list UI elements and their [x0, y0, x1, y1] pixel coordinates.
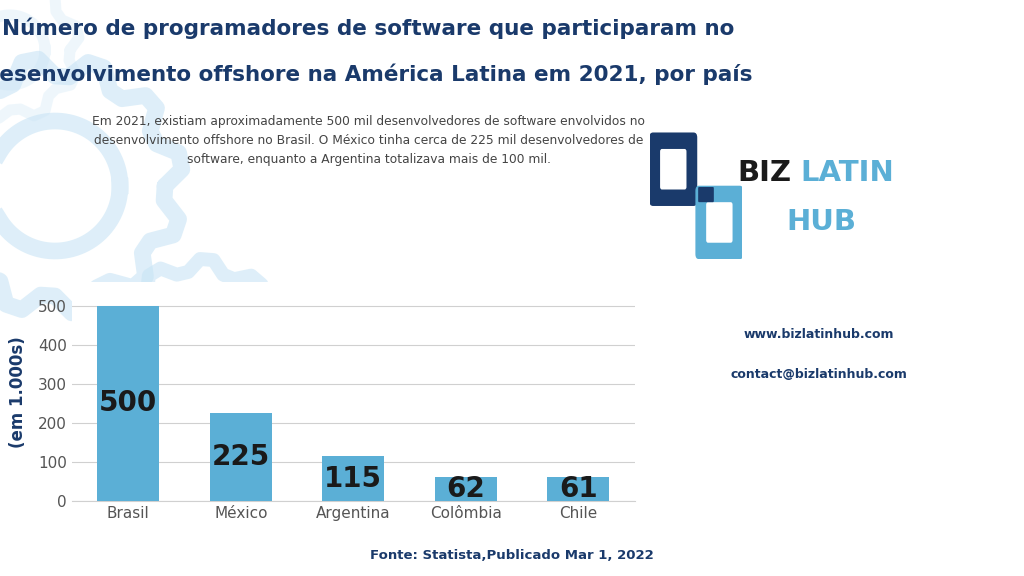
Text: 61: 61 — [559, 475, 598, 503]
FancyBboxPatch shape — [707, 202, 732, 242]
Text: 500: 500 — [99, 389, 158, 418]
FancyBboxPatch shape — [695, 185, 743, 259]
Y-axis label: (em 1.000s): (em 1.000s) — [9, 336, 27, 448]
Text: BIZ: BIZ — [737, 159, 792, 187]
Text: 115: 115 — [325, 465, 382, 492]
Bar — [97, 306, 159, 501]
Text: LATIN: LATIN — [801, 159, 895, 187]
Bar — [548, 478, 609, 501]
Text: 225: 225 — [212, 443, 270, 471]
Text: desenvolvimento offshore na América Latina em 2021, por país: desenvolvimento offshore na América Lati… — [0, 63, 753, 85]
Text: www.bizlatinhub.com: www.bizlatinhub.com — [744, 328, 894, 340]
FancyBboxPatch shape — [649, 132, 697, 206]
Text: 62: 62 — [446, 475, 485, 503]
Bar — [323, 456, 384, 501]
Text: Número de programadores de software que participaram no: Número de programadores de software que … — [2, 17, 735, 39]
Text: contact@bizlatinhub.com: contact@bizlatinhub.com — [731, 368, 907, 381]
Bar — [210, 413, 271, 501]
FancyBboxPatch shape — [698, 187, 714, 202]
Text: Fonte: Statista,Publicado Mar 1, 2022: Fonte: Statista,Publicado Mar 1, 2022 — [370, 548, 654, 562]
Bar — [435, 477, 497, 501]
Text: Em 2021, existiam aproximadamente 500 mil desenvolvedores de software envolvidos: Em 2021, existiam aproximadamente 500 mi… — [92, 115, 645, 166]
FancyBboxPatch shape — [660, 149, 686, 190]
Text: HUB: HUB — [786, 208, 856, 236]
